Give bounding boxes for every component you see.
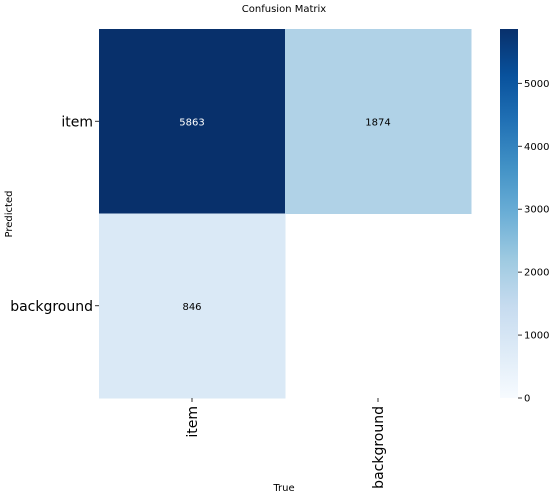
x-tick-label: background: [371, 406, 387, 489]
cell-value-label: 1874: [365, 117, 390, 128]
y-axis-label: Predicted: [4, 191, 15, 238]
cell-value-label: 846: [182, 302, 201, 313]
colorbar-tick-label: 5000: [524, 79, 549, 90]
y-axis-ticks: item background: [10, 114, 99, 315]
colorbar-ticks: 0 1000 2000 3000 4000 5000: [518, 79, 549, 405]
colorbar-tick-label: 0: [524, 394, 530, 405]
x-tick-label: item: [185, 406, 201, 438]
heatmap-cell: [285, 29, 472, 214]
x-axis-label: True: [272, 483, 294, 494]
colorbar: [500, 29, 518, 398]
y-tick-label: item: [61, 114, 93, 130]
heatmap-cell: [99, 29, 286, 214]
colorbar-tick-label: 1000: [524, 331, 549, 342]
heatmap-value-labels: 5863 1874 846: [179, 117, 390, 313]
chart-title: Confusion Matrix: [242, 4, 326, 15]
colorbar-tick-label: 3000: [524, 205, 549, 216]
heatmap-cell: [99, 213, 286, 399]
y-tick-label: background: [10, 299, 93, 315]
colorbar-tick-label: 2000: [524, 268, 549, 279]
heatmap-cells: [99, 29, 472, 399]
colorbar-tick-label: 4000: [524, 142, 549, 153]
cell-value-label: 5863: [179, 117, 204, 128]
x-axis-ticks: item background: [185, 398, 387, 489]
